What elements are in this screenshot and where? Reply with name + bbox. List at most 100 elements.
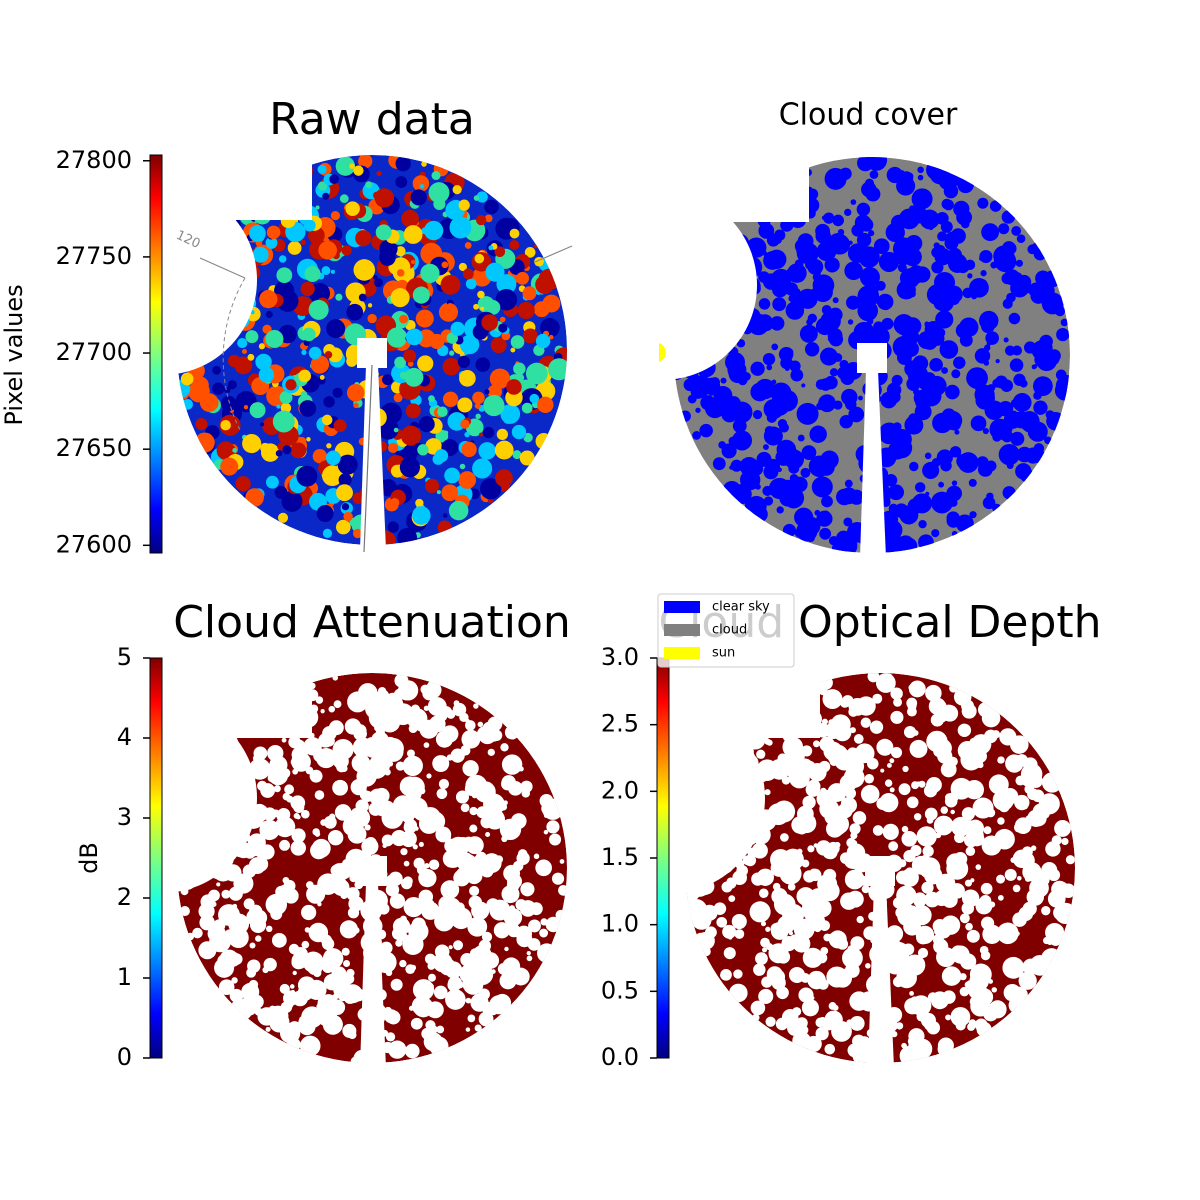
sky-blob bbox=[400, 915, 407, 923]
sky-blob bbox=[282, 1028, 292, 1039]
sky-blob bbox=[1015, 775, 1026, 786]
sky-blob bbox=[399, 776, 420, 797]
sky-blob bbox=[507, 924, 521, 938]
sky-blob bbox=[318, 241, 337, 260]
sky-blob bbox=[788, 462, 800, 474]
sky-blob bbox=[218, 979, 235, 995]
sky-blob bbox=[897, 254, 909, 266]
sky-blob bbox=[320, 709, 325, 714]
sky-blob bbox=[815, 228, 831, 244]
sky-blob bbox=[314, 831, 321, 837]
sky-blob bbox=[941, 966, 962, 986]
sky-blob bbox=[820, 787, 827, 795]
sky-blob bbox=[884, 779, 893, 787]
sky-blob bbox=[253, 856, 269, 872]
colorbar-tick-label: 2.0 bbox=[601, 776, 639, 804]
sky-blob bbox=[279, 839, 290, 851]
sky-blob bbox=[898, 237, 915, 255]
sky-blob bbox=[767, 803, 790, 826]
sky-blob bbox=[777, 418, 788, 429]
sky-blob bbox=[449, 216, 472, 239]
sky-blob bbox=[909, 991, 914, 996]
occlusion bbox=[567, 190, 757, 380]
sky-blob bbox=[804, 796, 814, 806]
sky-blob bbox=[940, 879, 954, 893]
sky-blob bbox=[227, 380, 237, 390]
sky-blob bbox=[252, 754, 260, 762]
sky-blob bbox=[437, 520, 452, 535]
sky-blob bbox=[780, 833, 789, 842]
sky-blob bbox=[882, 823, 899, 840]
sky-blob bbox=[331, 863, 348, 879]
sky-blob bbox=[367, 303, 373, 308]
colorbar-tick-label: 27750 bbox=[56, 242, 132, 270]
sky-blob bbox=[886, 673, 893, 681]
sky-blob bbox=[722, 924, 737, 939]
sky-blob bbox=[942, 990, 956, 1004]
sky-blob bbox=[301, 904, 317, 921]
sky-blob bbox=[926, 159, 947, 180]
sky-blob bbox=[959, 913, 970, 924]
sky-blob bbox=[231, 977, 238, 984]
sky-blob bbox=[975, 897, 993, 915]
sky-blob bbox=[997, 817, 1005, 825]
sky-blob bbox=[504, 725, 520, 740]
sky-blob bbox=[925, 684, 942, 702]
sky-blob bbox=[310, 841, 328, 860]
sky-blob bbox=[266, 475, 279, 489]
colorbar-tick-label: 2.5 bbox=[601, 710, 639, 738]
sky-blob bbox=[796, 402, 819, 425]
sky-blob bbox=[410, 189, 427, 206]
sky-blob bbox=[1054, 380, 1070, 401]
sky-blob bbox=[1031, 364, 1037, 370]
sky-blob bbox=[309, 979, 324, 994]
sky-blob bbox=[901, 831, 918, 847]
sky-blob bbox=[850, 936, 865, 951]
sky-blob bbox=[266, 225, 281, 240]
sky-blob bbox=[865, 963, 871, 969]
sky-blob bbox=[893, 697, 903, 707]
sky-blob bbox=[482, 449, 489, 457]
sky-blob bbox=[966, 929, 980, 943]
sky-blob bbox=[519, 450, 535, 466]
sky-blob bbox=[395, 939, 403, 947]
sky-blob bbox=[964, 879, 972, 887]
sky-blob bbox=[884, 495, 891, 502]
sky-blob bbox=[299, 400, 317, 417]
sky-blob bbox=[321, 266, 331, 276]
sky-blob bbox=[795, 758, 814, 777]
sky-blob bbox=[288, 1021, 301, 1034]
sky-blob bbox=[1010, 857, 1017, 863]
sky-blob bbox=[913, 813, 922, 821]
legend-swatch bbox=[664, 647, 700, 659]
sky-blob bbox=[403, 897, 424, 918]
sky-blob bbox=[918, 1005, 929, 1016]
sky-blob bbox=[273, 785, 281, 793]
sky-blob bbox=[856, 915, 864, 924]
sky-blob bbox=[350, 1056, 362, 1063]
sky-blob bbox=[760, 937, 770, 948]
sky-blob bbox=[287, 1002, 294, 1009]
sky-blob bbox=[504, 946, 509, 952]
sky-blob bbox=[972, 797, 994, 819]
colorbar-tick-label: 27650 bbox=[56, 434, 132, 462]
sky-blob bbox=[291, 752, 311, 772]
sky-blob bbox=[888, 484, 905, 501]
sky-blob bbox=[341, 245, 352, 256]
sky-blob bbox=[386, 327, 408, 348]
sky-blob bbox=[499, 316, 506, 323]
sky-blob bbox=[949, 498, 958, 507]
sky-blob bbox=[1013, 822, 1025, 833]
sky-blob bbox=[850, 962, 859, 971]
sky-blob bbox=[417, 444, 429, 456]
sky-blob bbox=[903, 850, 916, 863]
sky-blob bbox=[1025, 815, 1033, 822]
sky-blob bbox=[898, 783, 911, 796]
sky-blob bbox=[721, 881, 733, 893]
sky-blob bbox=[293, 801, 305, 813]
sky-blob bbox=[458, 199, 470, 211]
sky-blob bbox=[980, 279, 987, 286]
sky-blob bbox=[839, 167, 852, 180]
sky-blob bbox=[753, 963, 766, 976]
sky-blob bbox=[815, 1026, 829, 1041]
